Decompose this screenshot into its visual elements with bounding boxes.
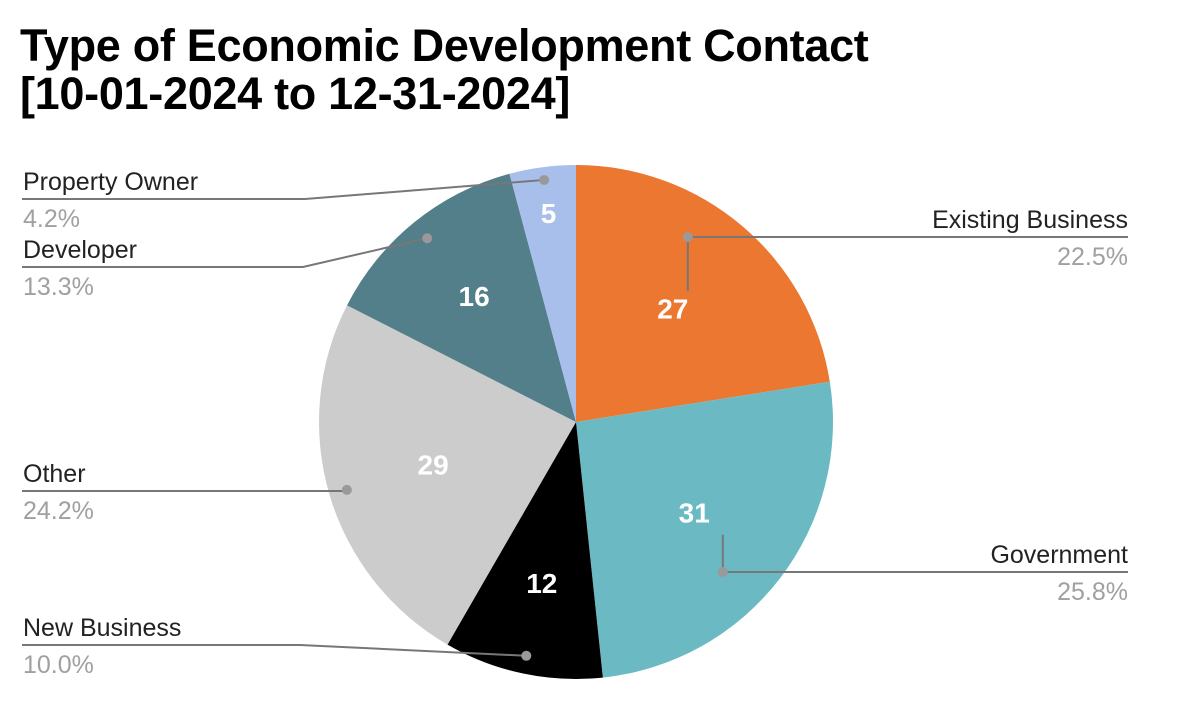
slice-value-label-developer: 16 <box>459 281 490 312</box>
percent-label-existing-business: 22.5% <box>1057 243 1128 271</box>
pie-slice-developer[interactable] <box>347 173 576 422</box>
percent-label-developer: 13.3% <box>23 273 94 301</box>
leader-dot-other <box>341 484 352 495</box>
pie-slice-property-owner[interactable] <box>509 165 576 422</box>
leader-dot-government <box>717 567 728 577</box>
percent-label-other: 24.2% <box>23 497 94 525</box>
pie-slice-government[interactable] <box>576 381 833 678</box>
percent-label-new-business: 10.0% <box>23 651 94 679</box>
pie-value-labels: 27 31 12 29 16 5 <box>418 198 710 599</box>
category-label-other: Other <box>23 460 86 488</box>
leader-line-property-owner <box>22 178 545 200</box>
leader-line-other <box>22 489 348 492</box>
pie-leader-lines <box>22 174 1128 661</box>
leader-line-new-business <box>22 644 527 657</box>
chart-title-line-1: Type of Economic Development Contact <box>20 20 869 71</box>
leader-dot-existing-business <box>682 232 693 242</box>
percent-label-government: 25.8% <box>1057 578 1128 606</box>
leader-dot-new-business <box>521 650 532 661</box>
percent-label-property-owner: 4.2% <box>23 205 80 233</box>
slice-value-label-property-owner: 5 <box>541 198 557 229</box>
category-label-property-owner: Property Owner <box>23 168 198 196</box>
pie-slice-other[interactable] <box>318 305 576 645</box>
category-label-new-business: New Business <box>23 614 181 642</box>
slice-value-label-new-business: 12 <box>526 568 557 599</box>
pie-slices <box>318 165 833 679</box>
slice-value-label-other: 29 <box>418 449 449 480</box>
pie-slice-new-business[interactable] <box>447 422 603 679</box>
pie-slice-existing-business[interactable] <box>576 165 830 422</box>
category-label-developer: Developer <box>23 236 137 264</box>
category-label-government: Government <box>990 541 1128 569</box>
chart-title: Type of Economic Development Contact [10… <box>20 22 869 118</box>
slice-value-label-government: 31 <box>679 498 710 529</box>
leader-dot-developer <box>422 233 433 244</box>
chart-title-line-2: [10-01-2024 to 12-31-2024] <box>20 68 571 119</box>
leader-dot-property-owner <box>539 174 550 185</box>
pie-category-labels: Existing Business 22.5% Government 25.8% New… <box>23 168 1128 679</box>
slice-value-label-existing-business: 27 <box>657 294 688 325</box>
category-label-existing-business: Existing Business <box>932 206 1128 234</box>
leader-line-developer <box>22 237 428 268</box>
